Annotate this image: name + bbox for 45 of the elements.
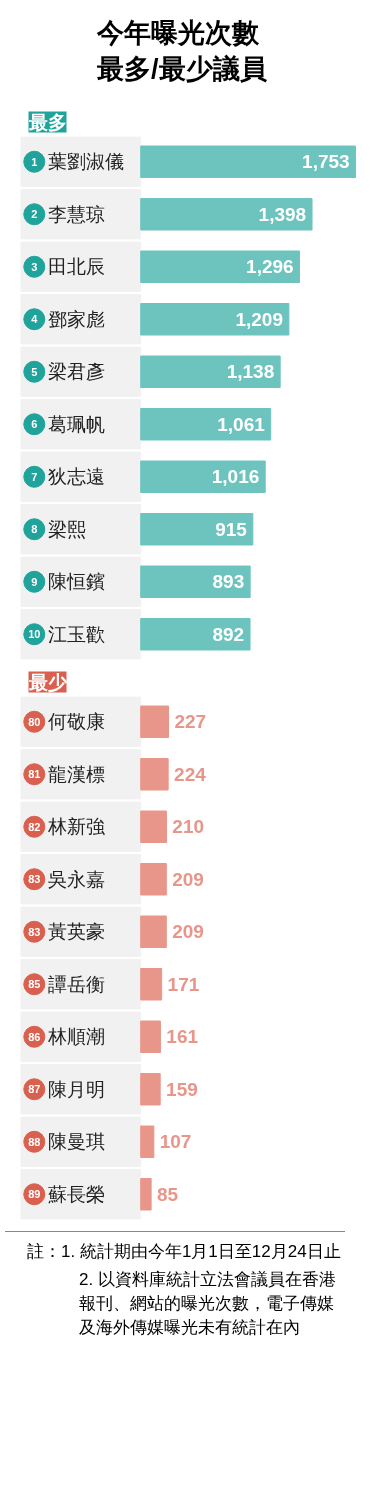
category-label: 87 陳月明 xyxy=(28,1078,106,1100)
data-label: 171 xyxy=(167,973,200,995)
text: 註：1. 統計期由今年1月1日至12月24日止 xyxy=(27,1241,342,1263)
data-label: 1,016 xyxy=(211,466,260,488)
category-label: 82 林新強 xyxy=(28,816,106,838)
category-label: 2 李慧琼 xyxy=(31,203,106,225)
chart-title: 今年曝光次數最多/最少議員 xyxy=(97,17,268,86)
category-label: 4 鄧家彪 xyxy=(31,308,106,330)
category-label: 85 譚岳衡 xyxy=(28,973,106,995)
data-label: 1,209 xyxy=(235,308,283,330)
data-label: 1,296 xyxy=(246,256,294,278)
category-label: 3 田北辰 xyxy=(31,256,106,278)
category-label: 8 梁熙 xyxy=(31,518,87,540)
chart-title: 最少 xyxy=(27,671,68,693)
data-label: 209 xyxy=(172,868,204,890)
category-label: 10 江玉歡 xyxy=(28,623,106,645)
category-label: 83 吳永嘉 xyxy=(28,868,106,890)
data-label: 107 xyxy=(159,1131,192,1153)
data-label: 159 xyxy=(166,1078,198,1100)
data-label: 210 xyxy=(172,816,205,838)
data-label: 85 xyxy=(157,1183,179,1205)
data-label: 224 xyxy=(174,763,207,785)
data-label: 1,138 xyxy=(226,361,275,383)
data-label: 915 xyxy=(215,518,248,540)
category-label: 81 龍漢標 xyxy=(28,763,106,785)
data-label: 161 xyxy=(166,1026,199,1048)
text: 2. 以資料庫統計立法會議員在香港報刊、網站的曝光次數，電子傳媒及海外傳媒曝光未有統計在內 xyxy=(78,1269,337,1339)
data-label: 227 xyxy=(174,711,207,733)
data-label: 1,061 xyxy=(217,413,266,435)
data-label: 209 xyxy=(172,921,204,943)
category-label: 1 葉劉淑儀 xyxy=(31,151,125,173)
data-label: 892 xyxy=(212,623,245,645)
chart-subtitle: 最多 xyxy=(27,111,67,133)
category-label: 9 陳恒鑌 xyxy=(31,571,106,593)
category-label: 7 狄志遠 xyxy=(31,466,106,488)
category-label: 80 何敬康 xyxy=(28,711,106,733)
category-label: 86 林順潮 xyxy=(28,1026,106,1048)
data-label: 1,753 xyxy=(302,151,350,173)
category-label: 89 蘇長榮 xyxy=(28,1183,106,1205)
data-label: 1,398 xyxy=(258,203,307,225)
category-label: 88 陳曼琪 xyxy=(28,1131,106,1153)
data-label: 893 xyxy=(212,571,245,593)
category-label: 6 葛珮帆 xyxy=(31,413,106,435)
category-label: 83 黃英豪 xyxy=(28,921,106,943)
category-label: 5 梁君彥 xyxy=(31,361,106,383)
